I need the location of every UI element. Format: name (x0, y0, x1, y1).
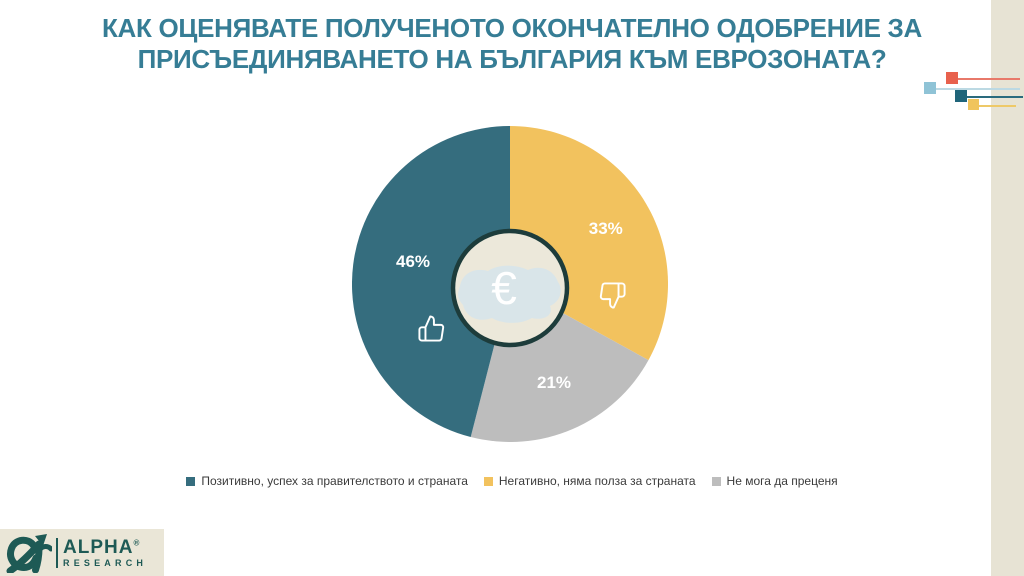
legend-label: Не мога да преценя (726, 474, 838, 488)
euro-symbol: € (491, 262, 517, 314)
pie-value-label: 21% (537, 372, 572, 392)
legend-label: Позитивно, успех за правителството и стр… (201, 474, 468, 488)
logo-brand-text: ALPHA® (63, 536, 141, 558)
pie-chart: € 46% 33% 21% (352, 126, 668, 442)
pie-value-label: 33% (588, 218, 623, 238)
logo-divider (56, 537, 58, 568)
decoration-square (955, 90, 967, 102)
legend-item: Не мога да преценя (711, 474, 838, 488)
alpha-logo-mark-icon (6, 533, 52, 573)
bulgaria-map (458, 265, 561, 323)
legend-marker (711, 476, 721, 486)
decoration-square (924, 82, 936, 94)
decoration-square (968, 99, 979, 110)
page-title: КАК ОЦЕНЯВАТЕ ПОЛУЧЕНОТО ОКОНЧАТЕЛНО ОДО… (0, 13, 1024, 75)
pie-chart-svg: € (352, 126, 668, 442)
decoration-line (974, 105, 1016, 107)
pie-value-label: 46% (395, 251, 431, 271)
side-strip (991, 0, 1024, 576)
decoration-square (946, 72, 958, 84)
logo-sub-text: RESEARCH (63, 557, 148, 568)
decoration-line (952, 78, 1020, 80)
title-line-2: ПРИСЪЕДИНЯВАНЕТО НА БЪЛГАРИЯ КЪМ ЕВРОЗОН… (137, 44, 887, 74)
registered-mark: ® (133, 538, 141, 548)
legend-marker (483, 476, 493, 486)
decoration-line (961, 96, 1023, 98)
legend-item: Позитивно, успех за правителството и стр… (186, 474, 468, 488)
title-line-1: КАК ОЦЕНЯВАТЕ ПОЛУЧЕНОТО ОКОНЧАТЕЛНО ОДО… (101, 13, 923, 43)
legend-item: Негативно, няма полза за страната (483, 474, 696, 488)
alpha-research-logo: ALPHA® RESEARCH (0, 529, 164, 576)
pie-slice-46% (352, 126, 510, 438)
chart-legend: Позитивно, успех за правителството и стр… (0, 474, 1024, 488)
legend-marker (186, 476, 196, 486)
decoration-line (930, 88, 1020, 90)
logo-text-block: ALPHA® RESEARCH (63, 538, 147, 568)
legend-label: Негативно, няма полза за страната (498, 474, 696, 488)
